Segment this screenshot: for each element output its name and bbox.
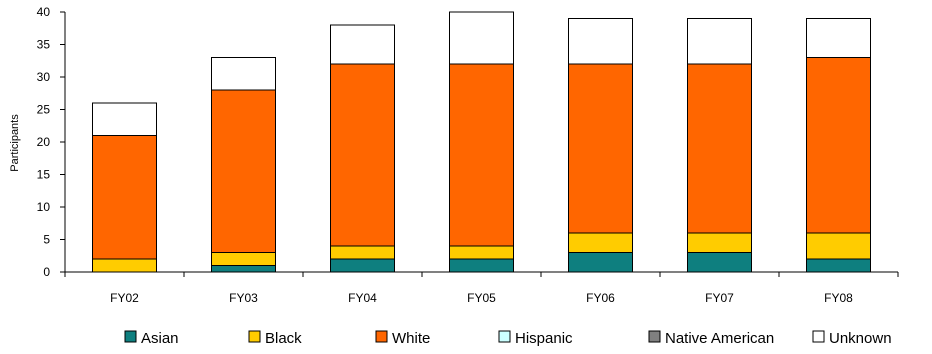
bar-segment-unknown bbox=[568, 18, 633, 65]
bar-segment-unknown bbox=[330, 24, 395, 65]
bars bbox=[92, 11, 871, 273]
x-tick-label: FY04 bbox=[348, 291, 377, 305]
legend-label-unknown: Unknown bbox=[829, 330, 892, 347]
bar-segment-unknown bbox=[687, 18, 752, 65]
bar-segment-asian bbox=[211, 265, 276, 273]
legend-label-hispanic: Hispanic bbox=[515, 330, 573, 347]
bar-segment-black bbox=[806, 232, 871, 260]
y-tick-label: 30 bbox=[37, 70, 51, 84]
bar-segment-black bbox=[211, 252, 276, 266]
y-tick-label: 5 bbox=[43, 233, 50, 247]
bar-segment-asian bbox=[568, 252, 633, 273]
legend-label-asian: Asian bbox=[141, 330, 179, 347]
bar-segment-black bbox=[330, 245, 395, 260]
legend-swatch-black bbox=[248, 330, 261, 343]
bar-segment-unknown bbox=[211, 57, 276, 91]
legend-swatch-unknown bbox=[812, 330, 825, 343]
bar-segment-white bbox=[211, 89, 276, 253]
y-tick-label: 25 bbox=[37, 103, 51, 117]
y-tick-labels: 0 5 10 15 20 25 30 35 40 bbox=[37, 5, 51, 279]
legend-swatch-hispanic bbox=[498, 330, 511, 343]
bar-segment-white bbox=[806, 57, 871, 234]
legend-label-black: Black bbox=[265, 330, 302, 347]
x-tick-label: FY02 bbox=[110, 291, 139, 305]
legend: Asian Black White Hispanic Native American Un… bbox=[124, 330, 892, 347]
legend-swatch-white bbox=[375, 330, 388, 343]
bar-segment-unknown bbox=[92, 102, 157, 136]
y-tick-label: 35 bbox=[37, 38, 51, 52]
legend-swatch-asian bbox=[124, 330, 137, 343]
bar-segment-white bbox=[687, 63, 752, 234]
bar-segment-white bbox=[92, 135, 157, 260]
bar-segment-asian bbox=[449, 258, 514, 273]
bar-segment-black bbox=[449, 245, 514, 260]
legend-swatch-native-american bbox=[648, 330, 661, 343]
y-tick-label: 0 bbox=[43, 265, 50, 279]
legend-label-native-american: Native American bbox=[665, 330, 774, 347]
bar-segment-unknown bbox=[806, 18, 871, 58]
bar-segment-unknown bbox=[449, 11, 514, 65]
x-tick-label: FY05 bbox=[467, 291, 496, 305]
bar-segment-white bbox=[449, 63, 514, 247]
bar-segment-asian bbox=[806, 258, 871, 273]
bar-segment-white bbox=[330, 63, 395, 247]
x-tick-label: FY06 bbox=[586, 291, 615, 305]
x-tick-label: FY07 bbox=[705, 291, 734, 305]
legend-label-white: White bbox=[392, 330, 430, 347]
y-axis-title: Participants bbox=[9, 114, 21, 172]
bar-segment-white bbox=[568, 63, 633, 234]
bar-segment-asian bbox=[687, 252, 752, 273]
x-tick-label: FY03 bbox=[229, 291, 258, 305]
y-tick-label: 10 bbox=[37, 200, 51, 214]
bar-segment-black bbox=[687, 232, 752, 253]
bar-segment-black bbox=[568, 232, 633, 253]
x-tick-label: FY08 bbox=[824, 291, 853, 305]
x-tick-labels: FY02 FY03 FY04 FY05 FY06 FY07 FY08 bbox=[110, 291, 853, 305]
y-tick-label: 15 bbox=[37, 168, 51, 182]
y-tick-label: 20 bbox=[37, 135, 51, 149]
y-tick-label: 40 bbox=[37, 5, 51, 19]
bar-segment-asian bbox=[330, 258, 395, 273]
bar-segment-black bbox=[92, 258, 157, 273]
